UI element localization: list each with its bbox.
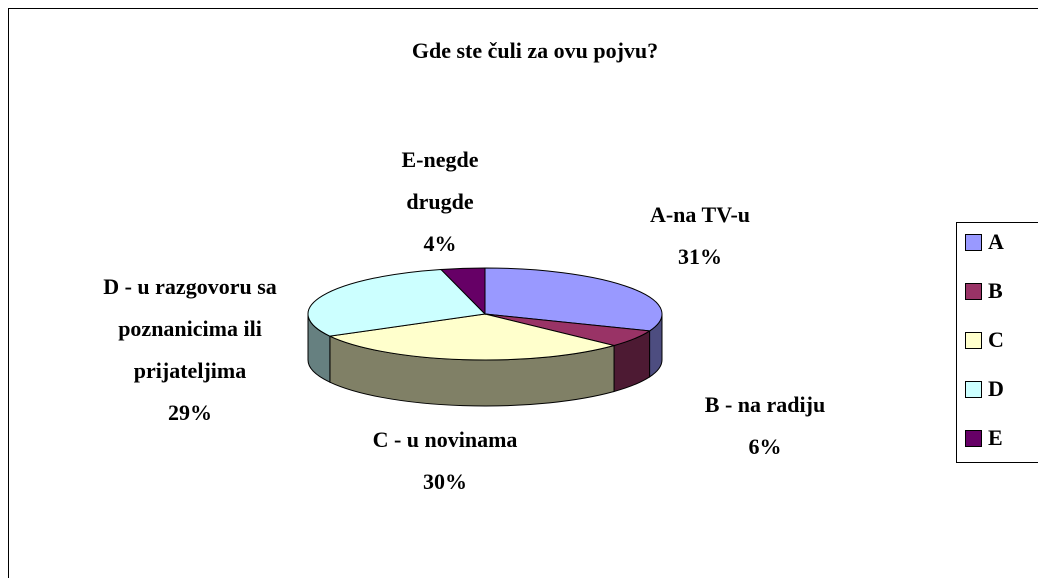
data-label-value: 6% (748, 434, 782, 459)
data-label-name: C - u novinama (372, 427, 518, 452)
data-label: D - u razgovoru sa poznanicima ili prija… (90, 266, 290, 434)
slice (484, 267, 663, 332)
legend-swatch (965, 234, 982, 251)
legend-swatch (965, 381, 982, 398)
data-label: B - na radiju 6% (665, 384, 865, 468)
data-label-name: A-na TV-u (649, 202, 751, 227)
legend-label: A (988, 229, 1004, 254)
legend-label: B (988, 278, 1003, 303)
data-label-name: D - u razgovoru sa poznanicima ili prija… (103, 274, 277, 383)
slice (328, 313, 617, 361)
legend-swatch (965, 283, 982, 300)
data-label: E-negde drugde 4% (375, 139, 505, 265)
legend-label: E (988, 425, 1003, 450)
legend-swatch (965, 332, 982, 349)
data-label-value: 29% (168, 400, 212, 425)
chart-title: Gde ste čuli za ovu pojvu? (411, 38, 659, 63)
slice (439, 267, 486, 316)
data-label-name: B - na radiju (704, 392, 826, 417)
legend-label: C (988, 327, 1004, 352)
data-label-value: 30% (423, 469, 467, 494)
data-label-value: 31% (678, 244, 722, 269)
data-label: A-na TV-u 31% (600, 194, 800, 278)
legend-swatch (965, 430, 982, 447)
data-label-value: 4% (423, 231, 457, 256)
data-label: C - u novinama 30% (315, 419, 575, 503)
legend-label: D (988, 376, 1004, 401)
data-label-name: E-negde drugde (401, 147, 479, 214)
slice (307, 268, 487, 337)
